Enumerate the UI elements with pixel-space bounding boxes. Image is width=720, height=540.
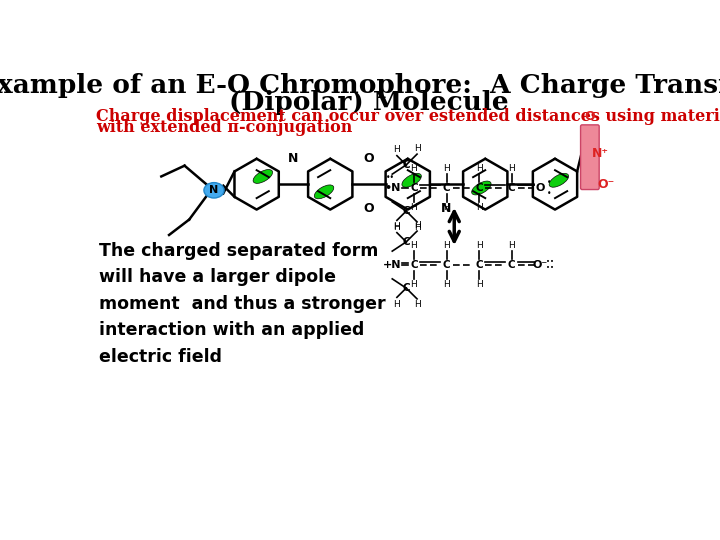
Text: with extended π-conjugation: with extended π-conjugation — [96, 119, 353, 137]
Text: H: H — [443, 241, 450, 249]
Text: H: H — [410, 164, 418, 173]
Text: ••: •• — [385, 173, 395, 182]
Text: H: H — [410, 280, 418, 289]
Text: C: C — [410, 183, 418, 193]
Ellipse shape — [472, 181, 491, 195]
Text: H: H — [476, 164, 482, 173]
Text: H: H — [414, 300, 420, 309]
Text: •N: •N — [384, 183, 400, 193]
Text: Example of an E-O Chromophore:  A Charge Transfer: Example of an E-O Chromophore: A Charge … — [0, 72, 720, 98]
Text: H: H — [410, 241, 418, 249]
Text: H: H — [410, 204, 418, 212]
Text: ••
••: •• •• — [546, 259, 554, 272]
Text: H: H — [394, 224, 400, 232]
Ellipse shape — [402, 173, 421, 187]
Text: O⁻: O⁻ — [533, 260, 548, 270]
Text: C: C — [508, 260, 516, 270]
Text: O⁻: O⁻ — [598, 178, 615, 191]
Text: C: C — [402, 283, 410, 293]
Ellipse shape — [549, 173, 569, 187]
Text: H: H — [443, 280, 450, 289]
Text: C: C — [475, 183, 483, 193]
Text: H: H — [476, 280, 482, 289]
Text: H: H — [414, 224, 420, 232]
Text: H: H — [508, 164, 515, 173]
Text: C: C — [475, 260, 483, 270]
Ellipse shape — [315, 185, 334, 199]
Text: C: C — [402, 206, 410, 216]
Text: C: C — [443, 260, 450, 270]
Text: N: N — [441, 201, 451, 214]
Text: The charged separated form
will have a larger dipole
moment  and thus a stronger: The charged separated form will have a l… — [99, 242, 386, 366]
Text: O: O — [585, 110, 595, 123]
Text: C: C — [402, 160, 410, 170]
Text: N: N — [288, 152, 299, 165]
Text: H: H — [414, 220, 420, 230]
Text: H: H — [508, 241, 515, 249]
FancyBboxPatch shape — [580, 125, 599, 190]
Text: C: C — [402, 237, 410, 247]
Text: O: O — [364, 152, 374, 165]
Text: H: H — [394, 222, 400, 231]
Ellipse shape — [204, 183, 224, 198]
Text: Charge displacement can occur over estended distances using materials: Charge displacement can occur over esten… — [96, 108, 720, 125]
Text: C: C — [443, 183, 450, 193]
Text: (Dipolar) Molecule: (Dipolar) Molecule — [229, 90, 509, 115]
Text: H: H — [414, 144, 420, 153]
Text: +N: +N — [383, 260, 402, 270]
Text: H: H — [476, 204, 482, 212]
Text: H: H — [443, 204, 450, 212]
Ellipse shape — [253, 170, 273, 184]
Text: O: O — [364, 201, 374, 214]
Text: H: H — [394, 300, 400, 309]
Text: H: H — [394, 145, 400, 154]
Text: N: N — [210, 185, 219, 195]
Text: •
•: • • — [546, 178, 551, 198]
Text: O: O — [536, 183, 545, 193]
Text: C: C — [508, 183, 516, 193]
Text: C: C — [410, 260, 418, 270]
Text: N⁺: N⁺ — [593, 147, 609, 160]
Text: H: H — [476, 241, 482, 249]
Text: H: H — [443, 164, 450, 173]
